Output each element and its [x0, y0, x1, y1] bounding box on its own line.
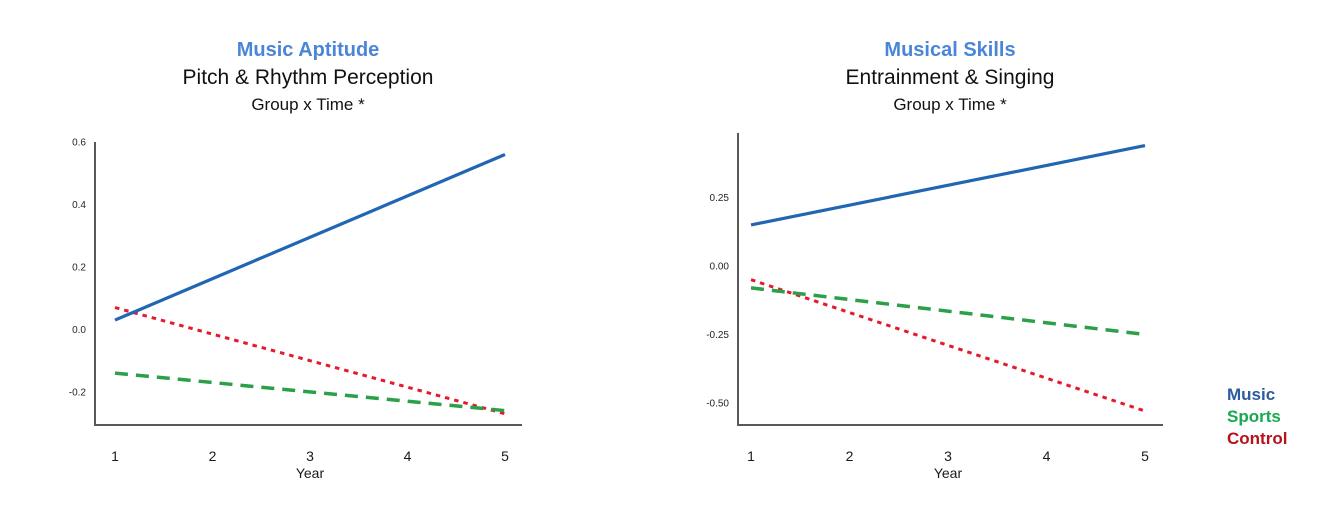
- x-tick-label: 2: [846, 448, 854, 464]
- x-tick-label: 4: [404, 448, 412, 464]
- legend: Music Sports Control: [1227, 384, 1287, 450]
- right-chart-xlabel: Year: [934, 465, 963, 481]
- x-tick-label: 5: [1141, 448, 1149, 464]
- left-chart-titles: Music Aptitude Pitch & Rhythm Perception…: [98, 36, 518, 118]
- y-tick-label: 0.4: [72, 200, 86, 211]
- y-tick-label: -0.2: [69, 387, 87, 398]
- y-tick-label: -0.25: [706, 330, 729, 341]
- left-chart-title: Music Aptitude: [236, 39, 380, 61]
- x-tick-label: 1: [111, 448, 119, 464]
- legend-item-sports: Sports: [1227, 407, 1281, 426]
- y-tick-label: 0.00: [710, 262, 730, 273]
- left-chart-subtitle: Pitch & Rhythm Perception: [182, 66, 434, 89]
- legend-item-music: Music: [1227, 385, 1276, 404]
- x-tick-label: 5: [501, 448, 509, 464]
- right-chart-annotation: Group x Time *: [893, 95, 1007, 114]
- y-tick-label: 0.0: [72, 325, 86, 336]
- left-chart-plot: 0.6 0.4 0.2 0.0 -0.2 1 2 3 4 5 Year: [69, 138, 522, 481]
- series-line-control: [750, 278, 1146, 413]
- series-line-control: [114, 306, 506, 416]
- series-line-music: [750, 144, 1146, 227]
- right-chart-axes: [737, 133, 1163, 426]
- y-tick-label: 0.2: [72, 262, 86, 273]
- y-tick-label: 0.25: [710, 193, 730, 204]
- x-tick-label: 3: [306, 448, 314, 464]
- right-chart-subtitle: Entrainment & Singing: [845, 66, 1055, 89]
- x-tick-label: 4: [1043, 448, 1051, 464]
- series-line-music: [114, 153, 506, 322]
- series-line-sports: [114, 371, 506, 413]
- x-tick-label: 1: [747, 448, 755, 464]
- y-tick-label: 0.6: [72, 138, 86, 149]
- right-chart-title: Musical Skills: [884, 39, 1016, 61]
- x-tick-label: 3: [944, 448, 952, 464]
- left-chart-xlabel: Year: [296, 465, 325, 481]
- left-chart-annotation: Group x Time *: [251, 95, 365, 114]
- left-chart-axes: [94, 142, 522, 426]
- x-tick-label: 2: [209, 448, 217, 464]
- series-line-sports: [750, 286, 1146, 337]
- right-chart-plot: 0.25 0.00 -0.25 -0.50 1 2 3 4 5 Year: [706, 133, 1163, 481]
- legend-item-control: Control: [1227, 429, 1288, 448]
- right-chart-titles: Musical Skills Entrainment & Singing Gro…: [740, 36, 1160, 118]
- y-tick-label: -0.50: [706, 398, 729, 409]
